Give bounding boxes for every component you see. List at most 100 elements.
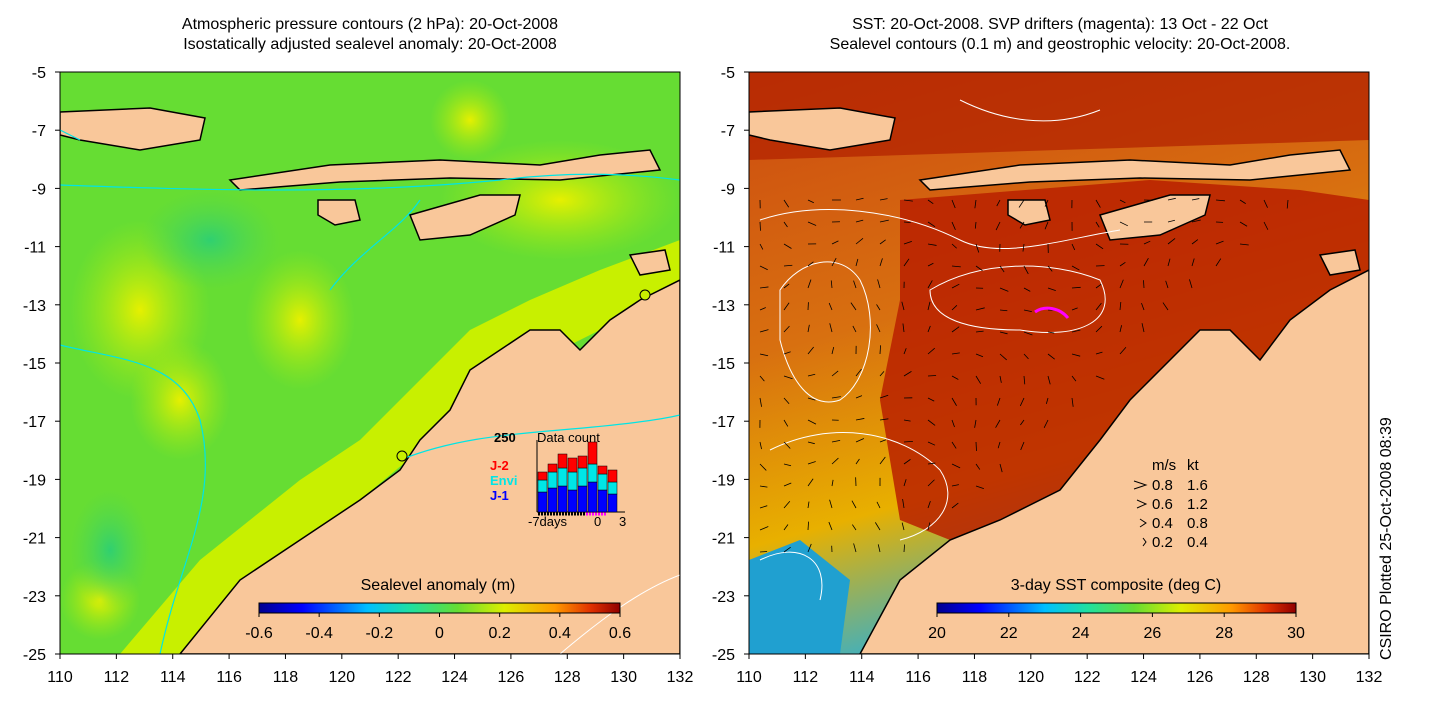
velocity-arrow xyxy=(807,419,817,425)
velocity-arrow xyxy=(1167,258,1171,267)
velocity-arrow xyxy=(1019,397,1025,407)
right-x-tick-label: 112 xyxy=(793,669,819,686)
velocity-arrow xyxy=(876,501,881,509)
left-x-tick-label: 122 xyxy=(385,669,412,686)
velocity-arrow xyxy=(851,500,857,509)
velocity-arrow xyxy=(1044,199,1049,207)
inset-max-label: 250 xyxy=(494,430,516,445)
velocity-arrow xyxy=(1143,280,1145,289)
left-y-tick-label: -11 xyxy=(24,240,46,257)
velocity-arrow xyxy=(759,505,768,509)
velocity-arrow xyxy=(855,219,864,223)
left-colorbar-tick-label: 0.6 xyxy=(609,625,631,642)
velocity-arrow xyxy=(831,370,839,377)
left-y-tick-label: -17 xyxy=(23,414,46,431)
left-title-line2: Isostatically adjusted sealevel anomaly:… xyxy=(183,36,557,53)
left-x-tick-label: 114 xyxy=(160,669,186,686)
left-colorbar-label: Sealevel anomaly (m) xyxy=(361,577,516,594)
velocity-arrow xyxy=(831,257,837,267)
inset-bars xyxy=(537,441,618,513)
velocity-arrow xyxy=(1141,323,1145,333)
velocity-arrow xyxy=(807,521,809,531)
right-map xyxy=(749,72,1369,654)
velocity-arrow xyxy=(903,240,912,245)
velocity-arrow xyxy=(951,305,958,311)
velocity-arrow xyxy=(975,463,981,470)
right-y-tick-label: -19 xyxy=(712,472,735,489)
velocity-legend-kt: 0.4 xyxy=(1187,534,1208,551)
velocity-arrow xyxy=(951,463,961,469)
velocity-arrow xyxy=(1071,397,1074,407)
velocity-arrow xyxy=(1141,303,1145,311)
velocity-arrow xyxy=(831,479,834,487)
velocity-arrow xyxy=(783,482,792,487)
velocity-arrow xyxy=(903,419,911,422)
sla-high-blob xyxy=(245,250,355,390)
left-x-tick-label: 124 xyxy=(441,669,468,686)
velocity-arrow xyxy=(783,419,789,427)
sumba-island xyxy=(317,199,361,226)
right-panel-title: SST: 20-Oct-2008. SVP drifters (magenta)… xyxy=(745,15,1375,55)
inset-legend-envi: Envi xyxy=(490,473,517,488)
velocity-arrow xyxy=(783,221,788,228)
velocity-arrow xyxy=(807,461,816,465)
velocity-arrow xyxy=(783,325,790,333)
velocity-arrow xyxy=(995,419,1001,428)
inset-legend-j1: J-1 xyxy=(490,488,509,503)
velocity-arrow xyxy=(855,395,863,399)
velocity-legend-ms: 0.2 xyxy=(1152,534,1173,551)
velocity-legend-ms: 0.8 xyxy=(1152,477,1173,494)
velocity-arrow xyxy=(855,458,860,465)
velocity-arrow xyxy=(1239,199,1246,204)
velocity-arrow xyxy=(879,258,883,267)
velocity-arrow xyxy=(1095,221,1100,228)
velocity-arrow xyxy=(1071,307,1078,311)
plot-credit: CSIRO Plotted 25-Oct-2008 08:39 xyxy=(1378,417,1395,660)
velocity-arrow xyxy=(1047,375,1051,385)
right-colorbar-tick-label: 22 xyxy=(1000,625,1018,642)
velocity-arrow xyxy=(855,438,865,443)
velocity-arrow xyxy=(1023,331,1033,336)
velocity-legend-arrow xyxy=(1136,499,1148,509)
velocity-arrow xyxy=(783,375,793,380)
velocity-arrow xyxy=(759,551,768,553)
right-x-tick-label: 130 xyxy=(1299,669,1326,686)
right-y-tick-label: -15 xyxy=(712,356,735,373)
velocity-arrow xyxy=(1045,397,1049,405)
velocity-arrow xyxy=(997,441,1001,449)
lesser-sunda-islands xyxy=(228,149,662,191)
velocity-arrow xyxy=(999,331,1008,335)
velocity-arrow xyxy=(975,265,983,271)
right-x-tick-label: 126 xyxy=(1187,669,1214,686)
left-y-tick-label: -13 xyxy=(23,298,46,315)
velocity-arrow xyxy=(783,351,791,355)
velocity-arrow xyxy=(903,199,913,202)
inset-bar xyxy=(607,469,618,483)
right-y-tick-label: -13 xyxy=(712,298,735,315)
inset-bar xyxy=(547,463,558,473)
sst-warm-pool xyxy=(880,180,1369,560)
right-colorbar-ticks: 20 22 24 26 28 30 xyxy=(928,613,1305,642)
velocity-arrow xyxy=(783,243,792,249)
velocity-arrow xyxy=(927,280,933,289)
velocity-arrow xyxy=(951,265,961,268)
inset-bar xyxy=(597,465,608,475)
velocity-arrow xyxy=(1047,353,1055,360)
right-title-line2: Sealevel contours (0.1 m) and geostrophi… xyxy=(829,36,1291,53)
velocity-arrow xyxy=(951,502,959,509)
left-y-tick-label: -5 xyxy=(32,65,46,82)
tide-gauge-marker xyxy=(396,450,408,462)
velocity-arrow xyxy=(759,463,767,471)
velocity-arrow xyxy=(877,279,881,289)
left-colorbar-tick-label: -0.6 xyxy=(245,625,273,642)
velocity-arrow xyxy=(1023,265,1029,275)
velocity-arrow xyxy=(1095,302,1102,311)
inset-bar xyxy=(577,455,588,469)
velocity-legend-ms: 0.4 xyxy=(1152,515,1173,532)
pressure-contour xyxy=(60,344,207,654)
velocity-arrow xyxy=(759,397,762,407)
sealevel-contour xyxy=(759,551,823,601)
left-y-tick-label: -9 xyxy=(32,181,46,198)
left-colorbar xyxy=(258,602,621,614)
